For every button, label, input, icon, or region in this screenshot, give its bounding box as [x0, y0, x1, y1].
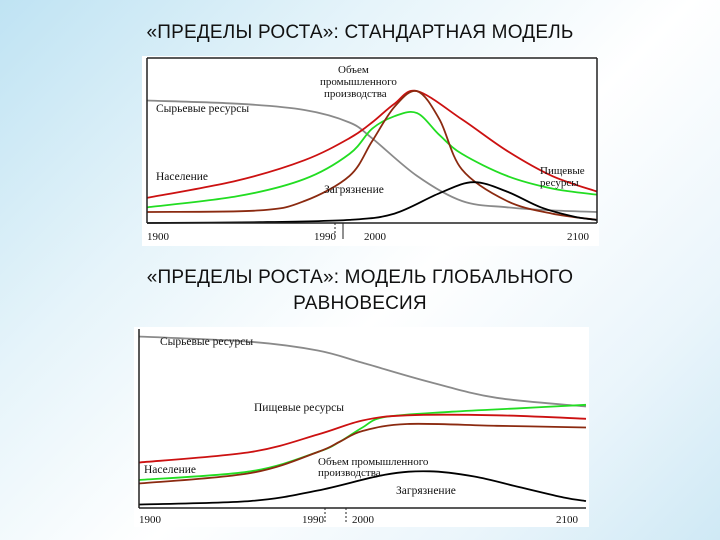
slide-title-standard-model: «ПРЕДЕЛЫ РОСТА»: СТАНДАРТНАЯ МОДЕЛЬ — [146, 22, 574, 43]
label-raw-resources: Сырьевые ресурсы — [160, 336, 253, 348]
series-line-industrial-output — [146, 89, 598, 221]
x-tick-1990: 1990 — [314, 231, 337, 243]
x-tick-2100: 2100 — [567, 231, 590, 243]
x-tick-2100: 2100 — [556, 514, 579, 526]
chart-global-equilibrium: 1900 1990 2000 2100 Сырьевые ресурсы Пищ… — [134, 327, 589, 527]
label-population: Население — [156, 171, 208, 183]
slide-title-global-equilibrium: «ПРЕДЕЛЫ РОСТА»: МОДЕЛЬ ГЛОБАЛЬНОГО РАВН… — [0, 265, 720, 317]
series-line-food-resources — [138, 403, 587, 481]
label-industrial-output-line2: промышленного — [320, 76, 397, 88]
label-pollution: Загрязнение — [396, 485, 456, 497]
x-tick-1900: 1900 — [147, 231, 170, 243]
series-line-food-resources — [146, 111, 598, 209]
x-tick-1900: 1900 — [139, 514, 162, 526]
chart-global-equilibrium-svg: 1900 1990 2000 2100 Сырьевые ресурсы Пищ… — [138, 329, 587, 526]
x-tick-2000: 2000 — [364, 231, 387, 243]
chart-standard-model: 1900 1990 2000 2100 Сырьевые ресурсы Объ… — [142, 56, 599, 246]
label-raw-resources: Сырьевые ресурсы — [156, 103, 249, 115]
label-population: Население — [144, 464, 196, 476]
series-line-raw-resources — [138, 335, 587, 408]
slide-title-global-equilibrium-line1: «ПРЕДЕЛЫ РОСТА»: МОДЕЛЬ ГЛОБАЛЬНОГО — [146, 267, 574, 288]
x-tick-2000: 2000 — [352, 514, 375, 526]
label-food-resources-line2: ресурсы — [540, 177, 579, 189]
series-line-pollution — [146, 181, 598, 224]
series-line-population — [146, 89, 598, 199]
x-tick-1990: 1990 — [302, 514, 325, 526]
label-food-resources-line1: Пищевые — [540, 165, 585, 177]
slide-title-global-equilibrium-line2: РАВНОВЕСИЯ — [293, 293, 427, 314]
series-line-industrial-output — [138, 422, 587, 485]
label-industrial-output-line1: Объем — [338, 64, 369, 76]
label-industrial-output-line2: производства — [318, 467, 381, 479]
series-line-raw-resources — [146, 99, 598, 213]
series-line-population — [138, 413, 587, 464]
label-pollution: Загрязнение — [324, 184, 384, 196]
label-industrial-output-line3: производства — [324, 88, 387, 100]
series-line-pollution — [138, 470, 587, 506]
label-food-resources: Пищевые ресурсы — [254, 402, 344, 414]
label-industrial-output-line1: Объем промышленного — [318, 456, 429, 468]
chart-standard-model-svg: 1900 1990 2000 2100 Сырьевые ресурсы Объ… — [146, 57, 598, 243]
